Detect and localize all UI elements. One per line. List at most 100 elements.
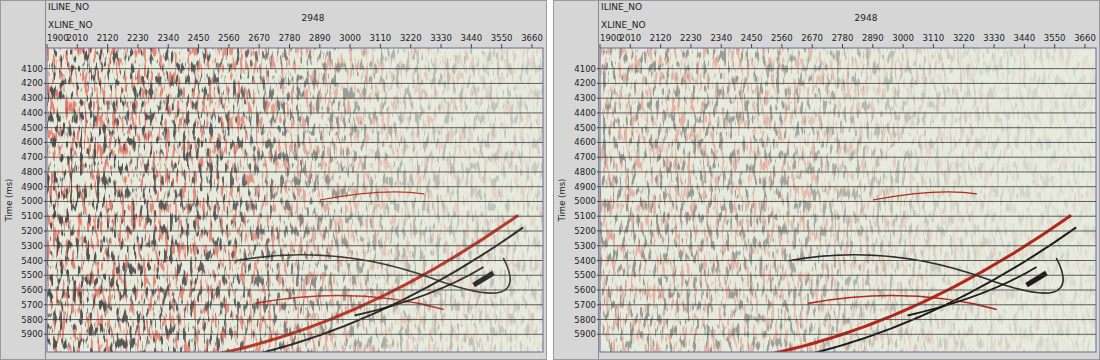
y-tick [597,186,600,187]
x-tick-label: 3440 [1014,33,1036,43]
grid-line [600,334,1096,335]
y-tick-label: 5700 [574,300,596,310]
inline-label: ILINE_NO [48,2,89,12]
x-tick-label: 2450 [188,33,210,43]
y-tick [597,275,600,276]
x-tick-label: 2230 [680,33,702,43]
x-tick [751,44,752,48]
x-tick-label: 3000 [892,33,914,43]
x-tick [963,44,964,48]
y-tick-label: 5600 [21,285,43,295]
plot-area [47,48,543,352]
panel-frame [1,1,547,360]
y-tick [597,201,600,202]
x-tick-label: 3440 [461,33,483,43]
separator [45,0,46,360]
y-tick [597,112,600,113]
y-tick-label: 5000 [21,196,43,206]
grid-line [600,112,1096,113]
x-tick-label: 1900 [600,33,622,43]
y-tick [44,68,47,69]
x-tick-label: 2780 [279,33,301,43]
x-tick [1084,44,1085,48]
x-tick-label: 2010 [66,33,88,43]
y-tick-label: 5900 [21,329,43,339]
y-tick [597,98,600,99]
y-tick [44,275,47,276]
grid-line [47,304,543,305]
x-tick [259,44,260,48]
noise-red [47,48,543,352]
y-tick [597,319,600,320]
x-tick-label: 2670 [248,33,270,43]
reflector [320,192,424,200]
y-tick-label: 5800 [574,315,596,325]
grid-line [600,171,1096,172]
x-tick [630,44,631,48]
grid-line [47,290,543,291]
reflector [749,215,1071,352]
grid-line [600,201,1096,202]
noise-black [47,48,543,352]
x-tick [471,44,472,48]
x-tick [198,44,199,48]
x-tick [531,44,532,48]
grid-line [47,245,543,246]
y-tick-label: 5500 [574,270,596,280]
y-tick-label: 4300 [574,93,596,103]
x-tick-label: 1900 [47,33,69,43]
y-tick-label: 4600 [21,137,43,147]
title: 2948 [855,13,878,23]
grid-line [600,290,1096,291]
x-tick-label: 2890 [862,33,884,43]
y-tick [44,171,47,172]
grid-line [600,230,1096,231]
y-tick [44,230,47,231]
y-tick-label: 4900 [574,182,596,192]
x-tick-label: 3550 [491,33,513,43]
panel-bg [553,0,1100,360]
grid-line [600,216,1096,217]
y-tick [597,290,600,291]
grid-line [47,201,543,202]
x-tick-label: 2780 [832,33,854,43]
x-tick [600,44,601,48]
x-tick-label: 3110 [923,33,945,43]
x-tick-label: 2670 [801,33,823,43]
x-label: XLINE_NO [48,20,93,30]
grid-line [47,98,543,99]
grid-line [600,83,1096,84]
x-tick-label: 2230 [127,33,149,43]
y-tick [597,245,600,246]
x-tick-label: 3220 [400,33,422,43]
y-tick-label: 4900 [21,182,43,192]
panel-frame [554,1,1100,360]
grid-line [47,112,543,113]
y-tick [597,83,600,84]
x-tick [660,44,661,48]
y-axis-label: Time (ms) [557,179,567,223]
x-tick [721,44,722,48]
grid-line [47,230,543,231]
y-tick [44,127,47,128]
reflector [474,273,494,285]
y-tick-label: 4500 [574,123,596,133]
x-tick [228,44,229,48]
x-tick-label: 3330 [430,33,452,43]
panel: ILINE_NOXLINE_NO294819002010212022302340… [0,0,547,360]
noise-red [600,48,1096,352]
grid-line [47,275,543,276]
reflector [196,215,518,352]
y-tick-label: 5400 [21,256,43,266]
x-tick [380,44,381,48]
figure: ILINE_NOXLINE_NO294819002010212022302340… [0,0,1100,360]
y-tick-label: 5100 [21,211,43,221]
y-tick-label: 4700 [574,152,596,162]
x-tick-label: 3330 [983,33,1005,43]
y-tick-label: 4800 [574,167,596,177]
y-tick [44,290,47,291]
texture [600,48,1096,352]
y-tick-label: 5700 [21,300,43,310]
x-tick-label: 2340 [157,33,179,43]
grid-line [600,304,1096,305]
